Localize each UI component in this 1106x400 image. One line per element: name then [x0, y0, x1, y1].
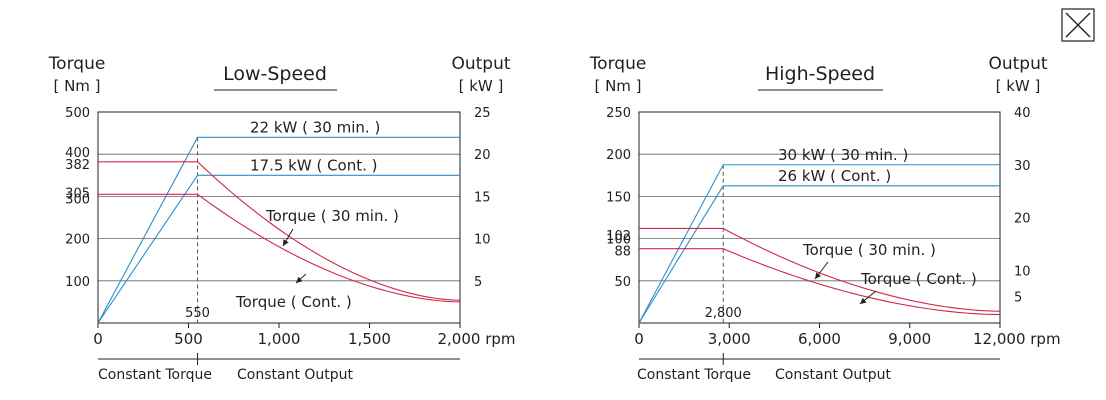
region-label-constant-torque: Constant Torque — [98, 367, 212, 383]
output-series-label: 26 kW ( Cont. ) — [778, 167, 891, 185]
right-tick-label: 20 — [1014, 212, 1031, 227]
left-tick-label: 100 — [65, 275, 90, 290]
right-tick-label: 30 — [1014, 159, 1031, 174]
close-button[interactable] — [1061, 8, 1095, 42]
torque-series-line — [98, 161, 461, 301]
left-tick-label: 100 — [606, 233, 631, 248]
left-axis-unit: [ Nm ] — [53, 77, 100, 95]
left-tick-label: 102 — [606, 229, 631, 244]
torque-series-line — [639, 248, 1001, 316]
right-tick-label: 10 — [474, 233, 491, 248]
left-tick-label: 88 — [614, 245, 631, 260]
region-label-constant-torque: Constant Torque — [637, 367, 751, 383]
x-tick-label: 1,000 — [258, 330, 301, 348]
output-series-label: 30 kW ( 30 min. ) — [778, 146, 908, 164]
base-speed-label: 550 — [185, 306, 210, 321]
chart-title: High-Speed — [765, 63, 875, 85]
region-label-constant-output: Constant Output — [775, 367, 892, 383]
right-tick-label: 25 — [474, 106, 491, 121]
annotation-arrowhead — [283, 239, 289, 246]
right-axis-title: Output — [988, 54, 1047, 74]
torque-series-label: Torque ( 30 min. ) — [265, 207, 399, 225]
x-tick-label: 0 — [634, 330, 644, 348]
right-tick-label: 40 — [1014, 106, 1031, 121]
right-axis-unit: [ kW ] — [996, 77, 1041, 95]
right-axis-unit: [ kW ] — [459, 77, 504, 95]
left-tick-label: 500 — [65, 106, 90, 121]
left-tick-label: 250 — [606, 106, 631, 121]
left-tick-label: 300 — [65, 192, 90, 207]
x-tick-label: 9,000 — [888, 330, 931, 348]
region-label-constant-output: Constant Output — [237, 367, 354, 383]
left-tick-label: 50 — [614, 275, 631, 290]
left-tick-label: 200 — [65, 233, 90, 248]
output-series-line — [638, 185, 1000, 324]
output-series-label: 22 kW ( 30 min. ) — [250, 118, 380, 136]
output-series-line — [97, 136, 460, 324]
torque-series-label: Torque ( Cont. ) — [235, 293, 352, 311]
x-tick-label: 0 — [93, 330, 103, 348]
close-icon — [1065, 12, 1091, 38]
annotation-arrowhead — [296, 276, 303, 283]
output-series-label: 17.5 kW ( Cont. ) — [250, 156, 378, 174]
torque-series-label: Torque ( 30 min. ) — [802, 241, 936, 259]
x-tick-label: 500 — [174, 330, 203, 348]
left-tick-label: 400 — [65, 146, 90, 161]
left-axis-unit: [ Nm ] — [594, 77, 641, 95]
torque-series-line — [98, 193, 461, 303]
output-series-line — [97, 174, 460, 324]
x-tick-label: 6,000 — [798, 330, 841, 348]
right-tick-label: 5 — [1014, 291, 1022, 306]
left-tick-label: 200 — [606, 148, 631, 163]
x-tick-label: 3,000 — [708, 330, 751, 348]
annotation-arrowhead — [815, 272, 822, 279]
x-tick-label: 12,000 rpm — [973, 330, 1061, 348]
left-tick-label: 150 — [606, 190, 631, 205]
left-tick-label: 305 — [65, 186, 90, 201]
torque-series-line — [639, 227, 1001, 312]
right-tick-label: 5 — [474, 275, 482, 290]
right-axis-title: Output — [451, 54, 510, 74]
x-tick-label: 1,500 — [348, 330, 391, 348]
annotation-arrowhead — [860, 297, 867, 304]
left-tick-label: 382 — [65, 158, 90, 173]
plot-frame — [638, 111, 1001, 324]
right-tick-label: 15 — [474, 190, 491, 205]
right-tick-label: 10 — [1014, 264, 1031, 279]
right-tick-label: 20 — [474, 148, 491, 163]
torque-series-label: Torque ( Cont. ) — [860, 270, 977, 288]
chart-title: Low-Speed — [223, 63, 327, 85]
left-axis-title: Torque — [589, 54, 647, 74]
base-speed-label: 2,800 — [705, 306, 742, 321]
x-tick-label: 2,000 rpm — [438, 330, 516, 348]
output-series-line — [638, 164, 1000, 324]
left-axis-title: Torque — [48, 54, 106, 74]
